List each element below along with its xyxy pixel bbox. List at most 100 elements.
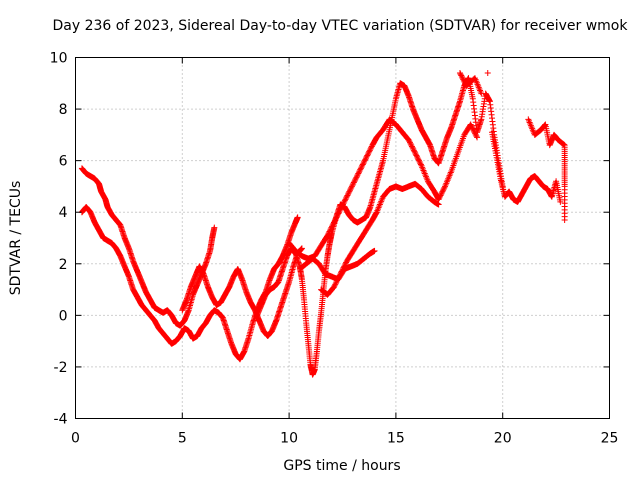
data-point [232, 351, 239, 358]
data-point [333, 214, 340, 221]
interpolated-point [342, 260, 349, 267]
interpolated-point [348, 183, 355, 190]
interpolated-point [459, 75, 466, 82]
data-point [309, 255, 316, 262]
data-point [226, 283, 233, 290]
data-point [292, 219, 299, 226]
interpolated-point [363, 153, 370, 160]
data-point [324, 253, 331, 260]
interpolated-point [325, 231, 332, 238]
data-point [258, 302, 265, 309]
interpolated-point [331, 218, 338, 225]
data-point [179, 307, 186, 314]
interpolated-point [365, 149, 372, 156]
interpolated-point [413, 152, 420, 159]
data-point [431, 198, 438, 205]
data-point [561, 162, 568, 169]
data-point [279, 265, 286, 272]
data-point [557, 198, 564, 205]
data-point [316, 327, 323, 334]
data-point [478, 90, 485, 97]
interpolated-point [336, 207, 343, 214]
data-point [200, 271, 207, 278]
y-tick-label: 2 [59, 257, 68, 273]
data-point [544, 186, 551, 193]
data-point [397, 80, 404, 87]
data-point [185, 307, 192, 314]
data-point [247, 299, 254, 306]
interpolated-point [334, 277, 341, 284]
data-point [281, 291, 288, 298]
interpolated-point [473, 133, 480, 140]
plot-frame [75, 57, 610, 419]
data-point [305, 340, 312, 347]
interpolated-point [344, 192, 351, 199]
data-point [100, 235, 107, 241]
interpolated-point [410, 147, 417, 154]
data-point [418, 186, 425, 193]
axis-ticks [75, 57, 610, 419]
interpolated-point [407, 140, 414, 147]
data-point [303, 320, 310, 327]
data-point [245, 335, 252, 342]
data-point [471, 75, 478, 82]
data-point [117, 222, 124, 229]
interpolated-point [332, 216, 339, 223]
data-point [260, 327, 267, 334]
interpolated-point [359, 162, 366, 169]
interpolated-point [360, 160, 367, 167]
interpolated-point [560, 141, 567, 148]
data-point [555, 137, 562, 144]
x-tick-label: 25 [601, 431, 619, 447]
data-point [362, 214, 369, 221]
interpolated-point [351, 178, 358, 185]
interpolated-point [331, 282, 338, 289]
data-point [461, 131, 468, 138]
data-point [409, 106, 416, 113]
interpolated-point [329, 222, 336, 229]
data-point [222, 291, 229, 298]
interpolated-point [336, 209, 343, 216]
data-point [427, 142, 434, 149]
data-point [138, 278, 145, 285]
data-point [177, 322, 184, 329]
data-point [117, 253, 124, 260]
grid [75, 57, 610, 419]
data-point [209, 235, 216, 241]
data-point [399, 186, 406, 193]
data-point [375, 173, 382, 180]
data-point [134, 268, 141, 275]
data-point [209, 294, 216, 301]
data-point [204, 283, 211, 290]
data-point [518, 191, 525, 198]
interpolated-point [440, 187, 447, 194]
interpolated-point [410, 146, 417, 153]
data-point [386, 186, 393, 193]
interpolated-point [340, 264, 347, 271]
data-point [313, 348, 320, 355]
interpolated-point [361, 157, 368, 164]
data-point [194, 332, 201, 339]
data-point [424, 193, 431, 200]
data-point [211, 307, 218, 314]
data-point [328, 229, 335, 236]
data-point [113, 216, 120, 223]
data-point [102, 196, 109, 203]
data-point [362, 227, 369, 234]
data-point [219, 314, 226, 321]
interpolated-point [340, 200, 347, 207]
data-point [286, 240, 293, 247]
interpolated-point [330, 220, 337, 227]
data-point [367, 250, 374, 257]
interpolated-point [436, 195, 443, 202]
interpolated-point [336, 272, 343, 279]
data-point [168, 340, 175, 347]
y-tick-label: 0 [59, 308, 68, 324]
interpolated-point [361, 158, 368, 165]
data-point [350, 180, 357, 187]
data-point [243, 289, 250, 296]
interpolated-point [415, 156, 422, 163]
data-point [435, 201, 442, 208]
data-point [155, 325, 162, 332]
